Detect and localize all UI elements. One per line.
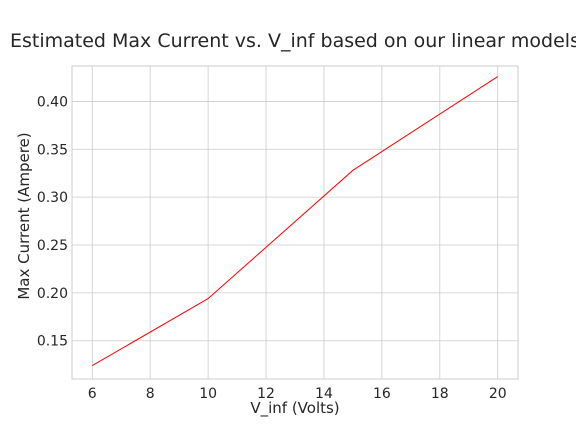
x-tick-label: 6 <box>88 386 97 402</box>
y-tick-label: 0.30 <box>37 190 68 206</box>
y-tick-label: 0.40 <box>37 94 68 110</box>
x-tick-label: 18 <box>431 386 449 402</box>
x-tick-labels: 6 8 10 12 14 16 18 20 <box>88 386 507 402</box>
x-tick-label: 10 <box>199 386 217 402</box>
y-tick-label: 0.25 <box>37 238 68 254</box>
plot-frame <box>71 65 519 380</box>
grid <box>72 66 518 379</box>
x-tick-label: 14 <box>315 386 333 402</box>
x-tick-label: 20 <box>489 386 507 402</box>
y-tick-labels: 0.15 0.20 0.25 0.30 0.35 0.40 <box>37 94 68 349</box>
series-line <box>92 76 499 367</box>
y-tick-label: 0.20 <box>37 286 68 302</box>
x-tick-label: 12 <box>257 386 275 402</box>
x-tick-label: 16 <box>373 386 391 402</box>
y-axis-label: Max Current (Ampere) <box>15 132 33 299</box>
series-layer <box>92 76 499 367</box>
chart-title: Estimated Max Current vs. V_inf based on… <box>10 30 576 52</box>
x-axis-label: V_inf (Volts) <box>250 399 339 418</box>
y-tick-label: 0.15 <box>37 334 68 350</box>
x-tick-label: 8 <box>146 386 155 402</box>
y-tick-label: 0.35 <box>37 142 68 158</box>
